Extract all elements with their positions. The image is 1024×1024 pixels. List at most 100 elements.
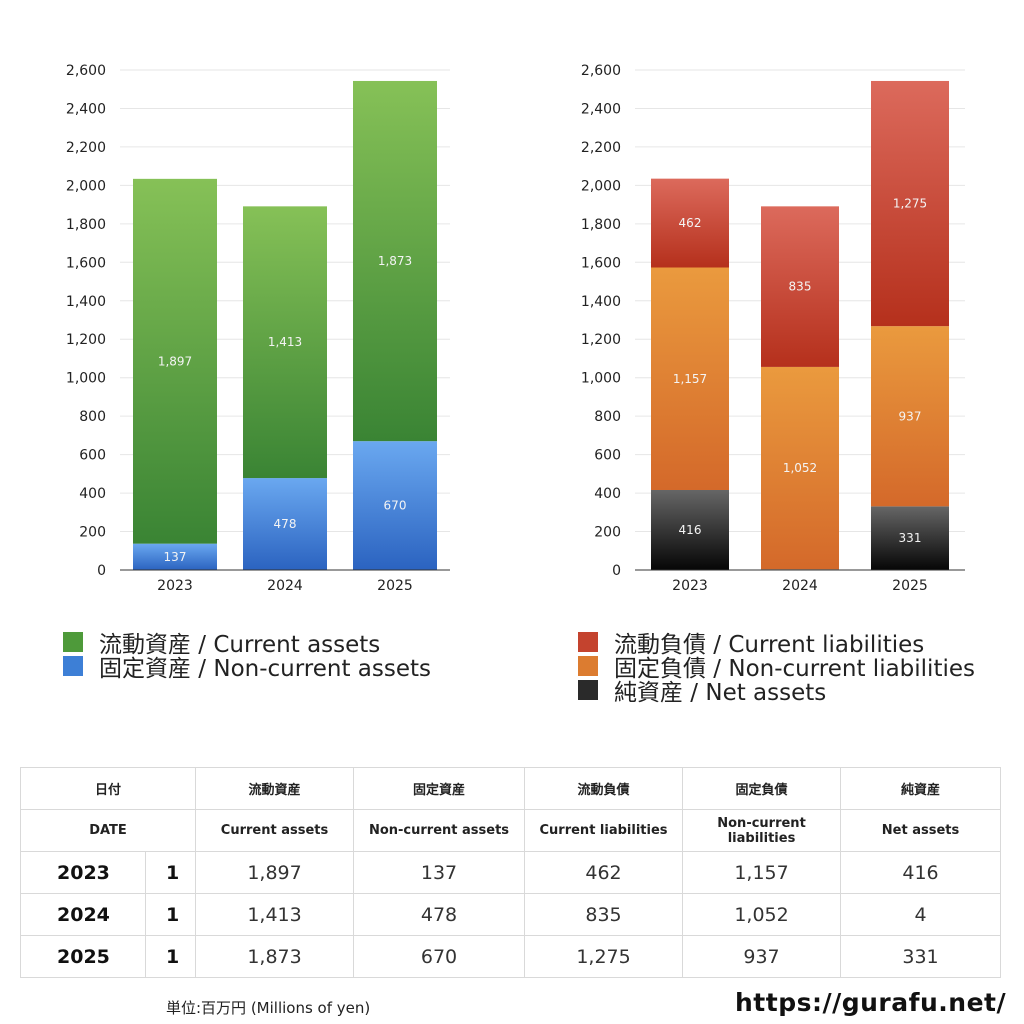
- bar-value-label: 137: [164, 550, 187, 564]
- cell-current-liabilities: 462: [524, 851, 684, 894]
- legend-item: 流動資産 / Current assets: [63, 630, 431, 658]
- legend-swatch: [578, 632, 598, 652]
- bar-segment: [353, 441, 437, 570]
- x-tick-label: 2024: [782, 578, 818, 594]
- bar-value-label: 1,413: [268, 335, 302, 349]
- bar-segment: [243, 206, 327, 479]
- cell-noncurrent-liabilities: 1,157: [682, 851, 842, 894]
- bar-value-label: 331: [899, 531, 922, 545]
- bar-value-label: 416: [679, 523, 702, 537]
- legend-item: 流動負債 / Current liabilities: [578, 630, 975, 658]
- y-tick-label: 2,200: [66, 140, 106, 156]
- bar-value-label: 462: [679, 216, 702, 230]
- data-table: 日付 流動資産 固定資産 流動負債 固定負債 純資産 DATE Current …: [19, 767, 1002, 978]
- y-tick-label: 1,800: [66, 217, 106, 233]
- row-month: 1: [144, 893, 197, 936]
- header-noncurrent-liabilities-jp: 固定負債: [682, 767, 842, 810]
- legend-item: 固定負債 / Non-current liabilities: [578, 654, 975, 682]
- liabilities-legend: 流動負債 / Current liabilities 固定負債 / Non-cur…: [578, 630, 975, 706]
- y-tick-label: 2,000: [581, 178, 621, 194]
- bar-value-label: 835: [789, 280, 812, 294]
- header-current-liabilities-en: Current liabilities: [524, 809, 684, 852]
- bar-segment: [133, 178, 217, 544]
- y-tick-label: 2,400: [66, 101, 106, 117]
- bar-segment: [133, 543, 217, 570]
- y-tick-label: 400: [79, 486, 106, 502]
- bar-segment: [651, 490, 729, 570]
- y-tick-label: 600: [594, 448, 621, 464]
- cell-noncurrent-liabilities: 937: [682, 935, 842, 978]
- bar-segment: [761, 366, 839, 570]
- header-net-assets-jp: 純資産: [840, 767, 1002, 810]
- y-tick-label: 2,600: [581, 63, 621, 79]
- y-tick-label: 1,200: [66, 332, 106, 348]
- cell-noncurrent-assets: 137: [353, 851, 526, 894]
- bar-segment: [871, 80, 949, 327]
- legend-swatch: [63, 656, 83, 676]
- y-tick-label: 2,400: [581, 101, 621, 117]
- header-noncurrent-liabilities-en: Non-current liabilities: [682, 809, 842, 852]
- row-year: 2024: [20, 893, 146, 936]
- y-tick-label: 200: [594, 525, 621, 541]
- bar-value-label: 1,275: [893, 197, 927, 211]
- bar-value-label: 1,873: [378, 254, 412, 268]
- y-tick-label: 800: [79, 409, 106, 425]
- bar-value-label: 670: [384, 499, 407, 513]
- bar-value-label: 478: [274, 517, 297, 531]
- x-tick-label: 2025: [892, 578, 928, 594]
- cell-current-assets: 1,873: [195, 935, 355, 978]
- bar-segment: [871, 326, 949, 507]
- assets-legend: 流動資産 / Current assets 固定資産 / Non-current …: [63, 630, 431, 682]
- assets-chart: 0 200 400 600 800 1,000 1,200 1,400 1,600 1,800 2,…: [66, 63, 450, 594]
- legend-item: 純資産 / Net assets: [578, 678, 975, 706]
- table-header-jp: 日付 流動資産 固定資産 流動負債 固定負債 純資産: [19, 767, 1002, 810]
- cell-current-assets: 1,413: [195, 893, 355, 936]
- row-year: 2023: [20, 851, 146, 894]
- bar-segment: [243, 478, 327, 570]
- header-net-assets-en: Net assets: [840, 809, 1002, 852]
- cell-noncurrent-liabilities: 1,052: [682, 893, 842, 936]
- row-year: 2025: [20, 935, 146, 978]
- bar-value-label: 937: [899, 409, 922, 423]
- bar-segment: [761, 206, 839, 367]
- cell-noncurrent-assets: 670: [353, 935, 526, 978]
- table-row: 2024 1 1,413 478 835 1,052 4: [20, 893, 1002, 936]
- legend-label: 流動負債 / Current liabilities: [614, 632, 925, 658]
- bar-segment: [651, 267, 729, 490]
- unit-note: 単位:百万円 (Millions of yen): [166, 999, 371, 1017]
- y-tick-label: 1,000: [66, 371, 106, 387]
- cell-net-assets: 331: [840, 935, 1002, 978]
- row-month: 1: [144, 851, 197, 894]
- table-row: 2023 1 1,897 137 462 1,157 416: [20, 851, 1002, 894]
- x-tick-label: 2025: [377, 578, 413, 594]
- y-tick-label: 1,800: [581, 217, 621, 233]
- y-tick-label: 1,400: [581, 294, 621, 310]
- legend-label: 流動資産 / Current assets: [99, 632, 381, 658]
- header-date-jp: 日付: [19, 767, 197, 810]
- bar-segment: [871, 506, 949, 570]
- bar-value-label: 1,052: [783, 461, 817, 475]
- bar-value-label: 1,897: [158, 354, 192, 368]
- header-noncurrent-assets-en: Non-current assets: [353, 809, 526, 852]
- header-current-liabilities-jp: 流動負債: [524, 767, 684, 810]
- header-current-assets-jp: 流動資産: [195, 767, 355, 810]
- cell-current-liabilities: 835: [524, 893, 684, 936]
- legend-swatch: [578, 680, 598, 700]
- x-tick-label: 2023: [672, 578, 708, 594]
- y-tick-label: 2,000: [66, 178, 106, 194]
- charts-canvas: 0 200 400 600 800 1,000 1,200 1,400 1,600 1,800 2,…: [66, 63, 965, 594]
- liabilities-chart: 0 200 400 600 800 1,000 1,200 1,400 1,600 1,800 2,…: [581, 63, 965, 594]
- legend-swatch: [578, 656, 598, 676]
- y-tick-label: 2,600: [66, 63, 106, 79]
- x-tick-label: 2024: [267, 578, 303, 594]
- site-url-link[interactable]: https://gurafu.net/: [735, 988, 1007, 1017]
- y-tick-label: 1,600: [66, 255, 106, 271]
- cell-current-assets: 1,897: [195, 851, 355, 894]
- y-tick-label: 0: [612, 563, 621, 579]
- header-current-assets-en: Current assets: [195, 809, 355, 852]
- bar-value-label: 1,157: [673, 372, 707, 386]
- y-tick-label: 400: [594, 486, 621, 502]
- legend-label: 純資産 / Net assets: [614, 680, 827, 706]
- y-tick-label: 1,600: [581, 255, 621, 271]
- y-tick-label: 2,200: [581, 140, 621, 156]
